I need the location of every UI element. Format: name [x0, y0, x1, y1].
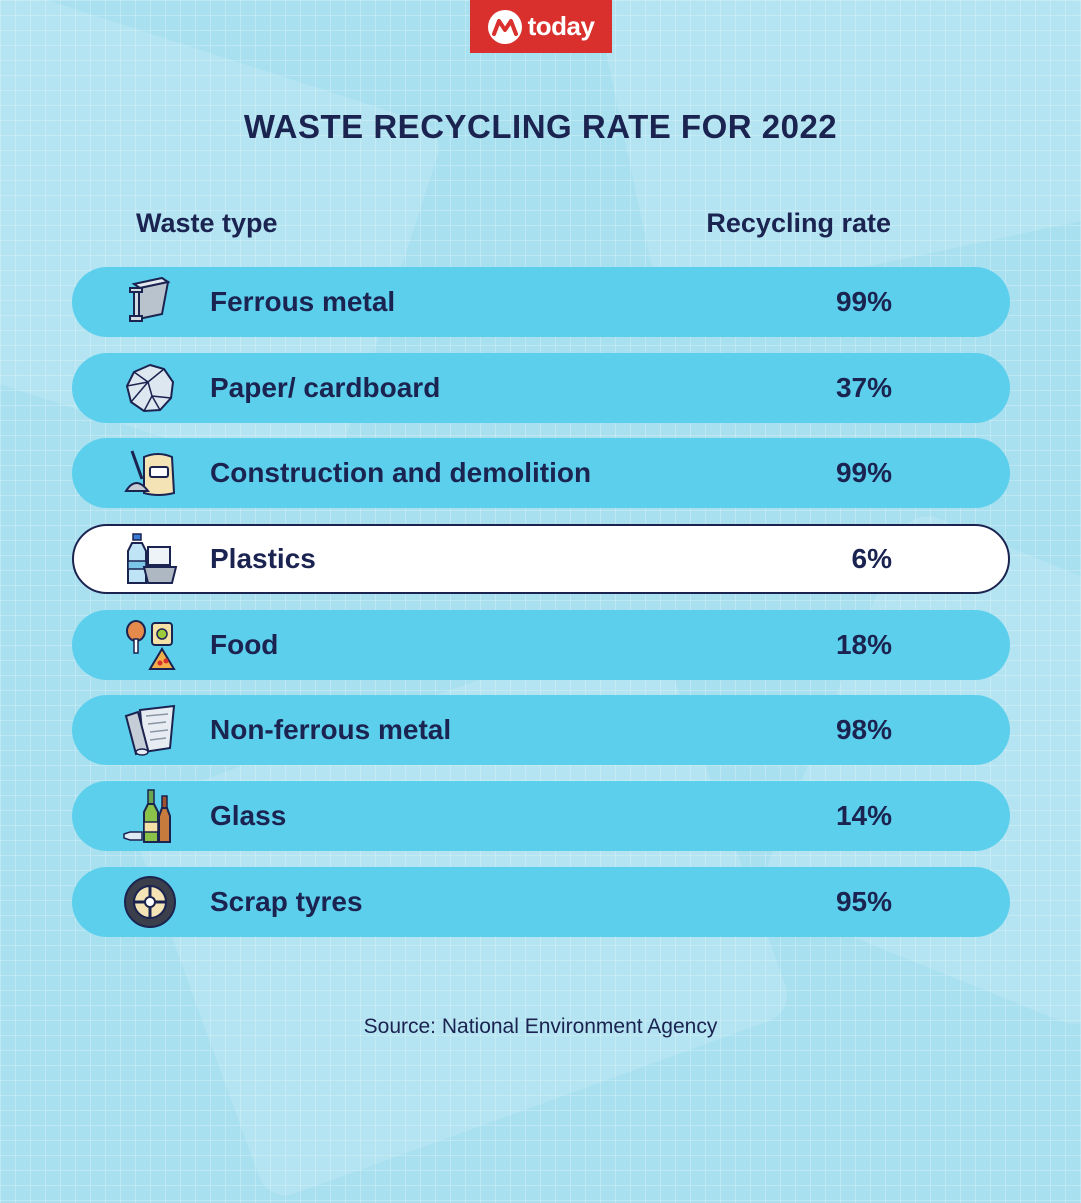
- table-row-scrap-tyres: Scrap tyres 95%: [72, 866, 1010, 937]
- tyre-icon: [122, 874, 178, 930]
- mediacorp-logo-icon: [487, 9, 522, 44]
- table-row-non-ferrous-metal: Non-ferrous metal 98%: [72, 695, 1010, 766]
- source-note: Source: National Environment Agency: [363, 1015, 718, 1038]
- table-row-glass: Glass 14%: [72, 781, 1010, 852]
- recycling-rate-value: 6%: [851, 543, 892, 575]
- table-row-plastics: Plastics 6%: [72, 524, 1010, 595]
- table-row-food: Food 18%: [72, 609, 1010, 680]
- cement-bag-shovel-icon: [122, 445, 178, 501]
- column-header-waste-type: Waste type: [136, 208, 278, 238]
- recycling-rate-value: 14%: [835, 800, 892, 832]
- chart-title: WASTE RECYCLING RATE FOR 2022: [243, 108, 838, 145]
- glass-bottles-icon: [122, 788, 178, 844]
- recycling-rate-value: 99%: [835, 457, 892, 489]
- steel-beam-icon: [122, 274, 178, 330]
- background-shape: [590, 0, 1081, 311]
- column-header-recycling-rate: Recycling rate: [706, 208, 891, 238]
- table-row-construction-demolition: Construction and demolition 99%: [72, 438, 1010, 509]
- today-logo: today: [470, 0, 612, 53]
- crumpled-paper-icon: [122, 360, 178, 416]
- waste-type-label: Construction and demolition: [210, 457, 592, 489]
- waste-type-label: Ferrous metal: [210, 286, 396, 317]
- recycling-rate-value: 98%: [835, 714, 892, 746]
- waste-type-label: Non-ferrous metal: [210, 714, 452, 746]
- food-waste-icon: [122, 617, 178, 673]
- table-row-ferrous-metal: Ferrous metal 99%: [72, 267, 1010, 337]
- logo-text: today: [527, 11, 595, 41]
- recycling-rate-value: 95%: [835, 885, 892, 917]
- recycling-rate-value: 18%: [835, 628, 892, 660]
- recycling-rate-value: 99%: [835, 286, 892, 317]
- recycling-rate-value: 37%: [835, 371, 892, 403]
- waste-type-label: Plastics: [210, 543, 316, 575]
- waste-type-label: Food: [210, 628, 279, 660]
- waste-type-label: Scrap tyres: [210, 885, 363, 917]
- waste-type-label: Glass: [210, 800, 287, 832]
- plastic-bottle-container-icon: [122, 531, 178, 587]
- aluminium-foil-roll-icon: [122, 702, 178, 758]
- recycling-table: Ferrous metal 99% Paper/ cardboard 37% C…: [72, 267, 1010, 953]
- waste-type-label: Paper/ cardboard: [210, 371, 441, 403]
- table-row-paper-cardboard: Paper/ cardboard 37%: [72, 352, 1010, 423]
